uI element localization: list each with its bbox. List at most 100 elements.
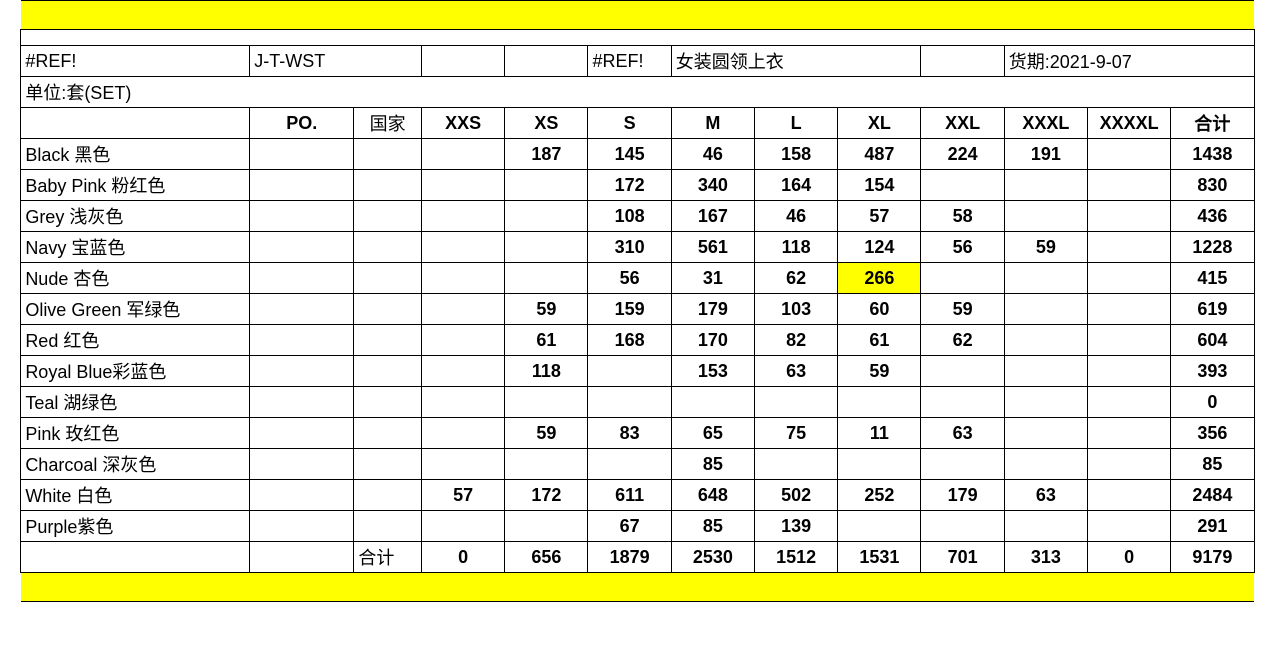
country-cell[interactable]	[354, 232, 422, 263]
size-cell-m[interactable]: 561	[671, 232, 754, 263]
country-cell[interactable]	[354, 480, 422, 511]
size-cell-xxs[interactable]	[421, 139, 504, 170]
totals-s[interactable]: 1879	[588, 542, 671, 573]
po-cell[interactable]	[250, 139, 354, 170]
size-cell-m[interactable]: 153	[671, 356, 754, 387]
size-cell-total[interactable]: 356	[1171, 418, 1254, 449]
size-cell-xs[interactable]	[505, 201, 588, 232]
size-cell-l[interactable]	[754, 449, 837, 480]
size-cell-m[interactable]: 46	[671, 139, 754, 170]
size-cell-xs[interactable]	[505, 449, 588, 480]
size-cell-xs[interactable]	[505, 232, 588, 263]
size-cell-l[interactable]: 502	[754, 480, 837, 511]
country-cell[interactable]	[354, 511, 422, 542]
size-cell-l[interactable]: 63	[754, 356, 837, 387]
spreadsheet-table[interactable]: #REF! J-T-WST #REF! 女装圆领上衣 货期:2021-9-07 …	[0, 0, 1275, 602]
country-cell[interactable]	[354, 263, 422, 294]
size-cell-xxxl[interactable]	[1004, 263, 1087, 294]
size-cell-total[interactable]: 830	[1171, 170, 1254, 201]
size-cell-m[interactable]: 85	[671, 511, 754, 542]
size-cell-xxxl[interactable]	[1004, 449, 1087, 480]
size-cell-xxl[interactable]: 224	[921, 139, 1004, 170]
color-name-cell[interactable]: Black 黑色	[21, 139, 250, 170]
size-cell-total[interactable]: 1438	[1171, 139, 1254, 170]
size-cell-xxs[interactable]	[421, 418, 504, 449]
size-cell-xl[interactable]: 60	[838, 294, 921, 325]
country-cell[interactable]	[354, 325, 422, 356]
size-cell-m[interactable]: 340	[671, 170, 754, 201]
color-name-cell[interactable]: Royal Blue彩蓝色	[21, 356, 250, 387]
po-cell[interactable]	[250, 325, 354, 356]
po-cell[interactable]	[250, 387, 354, 418]
country-cell[interactable]	[354, 418, 422, 449]
size-cell-l[interactable]: 46	[754, 201, 837, 232]
header-xs[interactable]: XS	[505, 108, 588, 139]
size-cell-m[interactable]: 170	[671, 325, 754, 356]
size-cell-s[interactable]: 172	[588, 170, 671, 201]
po-cell[interactable]	[250, 263, 354, 294]
size-cell-s[interactable]	[588, 356, 671, 387]
size-cell-total[interactable]: 415	[1171, 263, 1254, 294]
totals-xxl[interactable]: 701	[921, 542, 1004, 573]
size-cell-xxxl[interactable]	[1004, 511, 1087, 542]
totals-xxxl[interactable]: 313	[1004, 542, 1087, 573]
size-cell-xxxxl[interactable]	[1087, 139, 1170, 170]
header-l[interactable]: L	[754, 108, 837, 139]
size-cell-xl[interactable]: 57	[838, 201, 921, 232]
size-cell-m[interactable]: 65	[671, 418, 754, 449]
color-name-cell[interactable]: Charcoal 深灰色	[21, 449, 250, 480]
po-cell[interactable]	[250, 232, 354, 263]
size-cell-s[interactable]: 83	[588, 418, 671, 449]
header-s[interactable]: S	[588, 108, 671, 139]
size-cell-m[interactable]: 31	[671, 263, 754, 294]
size-cell-xs[interactable]	[505, 511, 588, 542]
size-cell-l[interactable]: 103	[754, 294, 837, 325]
size-cell-xxl[interactable]: 63	[921, 418, 1004, 449]
size-cell-l[interactable]: 164	[754, 170, 837, 201]
size-cell-xxs[interactable]	[421, 449, 504, 480]
size-cell-xs[interactable]: 59	[505, 418, 588, 449]
color-name-cell[interactable]: Teal 湖绿色	[21, 387, 250, 418]
country-cell[interactable]	[354, 294, 422, 325]
ref-cell-1[interactable]: #REF!	[21, 46, 250, 77]
size-cell-xxxl[interactable]	[1004, 418, 1087, 449]
totals-l[interactable]: 1512	[754, 542, 837, 573]
size-cell-xl[interactable]: 154	[838, 170, 921, 201]
size-cell-s[interactable]: 108	[588, 201, 671, 232]
ref-cell-2[interactable]: #REF!	[588, 46, 671, 77]
size-cell-total[interactable]: 2484	[1171, 480, 1254, 511]
size-cell-xs[interactable]: 59	[505, 294, 588, 325]
size-cell-xs[interactable]: 118	[505, 356, 588, 387]
size-cell-l[interactable]: 139	[754, 511, 837, 542]
color-name-cell[interactable]: White 白色	[21, 480, 250, 511]
size-cell-xxxxl[interactable]	[1087, 232, 1170, 263]
size-cell-total[interactable]: 85	[1171, 449, 1254, 480]
size-cell-m[interactable]: 179	[671, 294, 754, 325]
size-cell-l[interactable]: 158	[754, 139, 837, 170]
size-cell-xxxl[interactable]: 191	[1004, 139, 1087, 170]
product-cell[interactable]: 女装圆领上衣	[671, 46, 921, 77]
color-name-cell[interactable]: Pink 玫红色	[21, 418, 250, 449]
size-cell-xxs[interactable]: 57	[421, 480, 504, 511]
size-cell-m[interactable]: 648	[671, 480, 754, 511]
size-cell-xl[interactable]	[838, 511, 921, 542]
size-cell-total[interactable]: 436	[1171, 201, 1254, 232]
size-cell-xxxl[interactable]: 63	[1004, 480, 1087, 511]
size-cell-xl[interactable]: 11	[838, 418, 921, 449]
size-cell-xl[interactable]: 487	[838, 139, 921, 170]
size-cell-xxxl[interactable]	[1004, 387, 1087, 418]
country-cell[interactable]	[354, 449, 422, 480]
size-cell-l[interactable]: 118	[754, 232, 837, 263]
size-cell-s[interactable]: 145	[588, 139, 671, 170]
size-cell-l[interactable]: 62	[754, 263, 837, 294]
size-cell-xxxxl[interactable]	[1087, 201, 1170, 232]
size-cell-xxxxl[interactable]	[1087, 356, 1170, 387]
size-cell-xxxxl[interactable]	[1087, 325, 1170, 356]
po-cell[interactable]	[250, 170, 354, 201]
size-cell-xxxl[interactable]	[1004, 201, 1087, 232]
size-cell-xxs[interactable]	[421, 511, 504, 542]
size-cell-l[interactable]: 75	[754, 418, 837, 449]
totals-m[interactable]: 2530	[671, 542, 754, 573]
style-cell[interactable]: J-T-WST	[250, 46, 422, 77]
size-cell-xxl[interactable]	[921, 449, 1004, 480]
